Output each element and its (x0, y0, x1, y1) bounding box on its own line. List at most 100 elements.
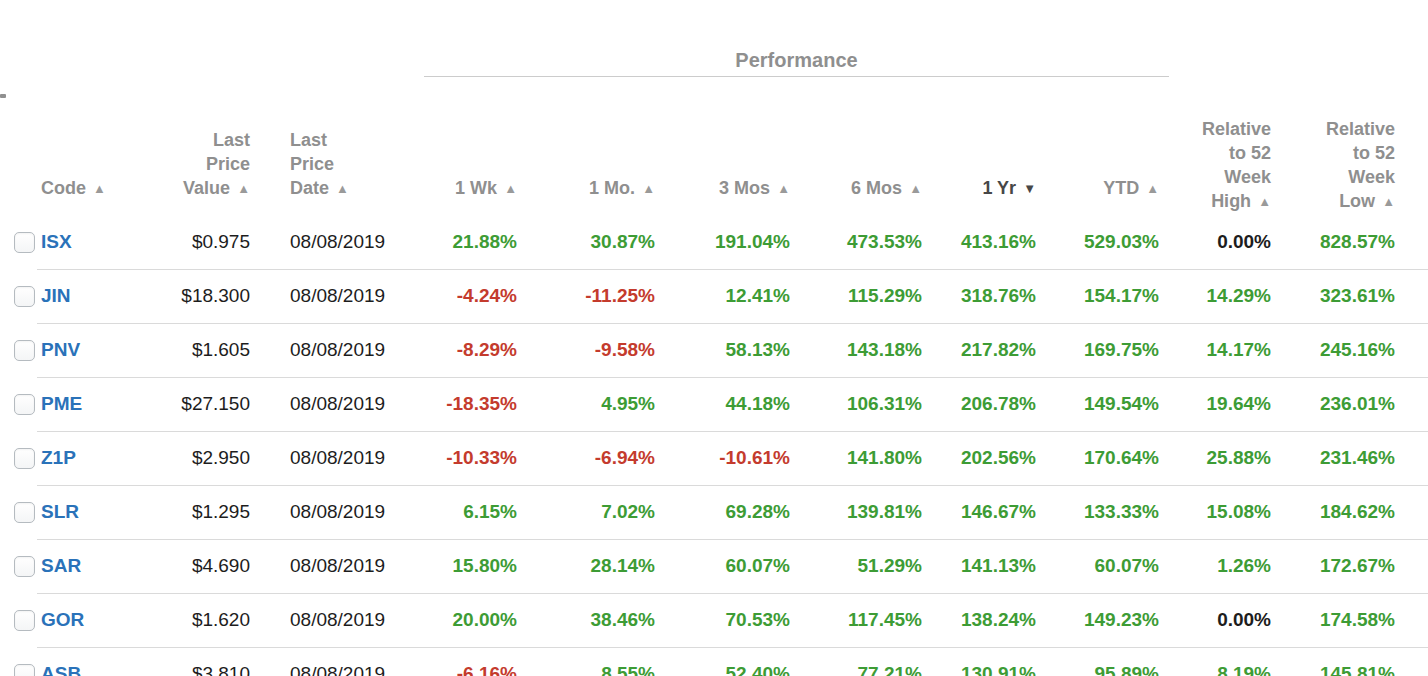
pct-cell-mos6: 115.29% (794, 269, 926, 323)
table-row: SAR$4.69008/08/201915.80%28.14%60.07%51.… (0, 539, 1428, 593)
column-header-label: Code (41, 178, 86, 198)
pct-cell-yr1: 217.82% (926, 323, 1044, 377)
pct-cell-mo1: 28.14% (521, 539, 659, 593)
column-header-1wk[interactable]: 1 Wk▲ (390, 104, 521, 215)
pct-cell-mos6: 117.45% (794, 593, 926, 647)
pct-cell-yr1: 141.13% (926, 539, 1044, 593)
column-header-last-price-date[interactable]: Last Price Date▲ (250, 104, 390, 215)
column-header-label: 1 Mo. (589, 178, 635, 198)
column-header-1yr[interactable]: 1 Yr▼ (926, 104, 1044, 215)
row-select-checkbox[interactable] (14, 502, 35, 523)
pct-cell-mo1: -11.25% (521, 269, 659, 323)
pct-cell-yr1: 202.56% (926, 431, 1044, 485)
pct-cell-mos3: 52.40% (659, 647, 794, 676)
last-price-value: $1.620 (108, 593, 250, 647)
table-row: SLR$1.29508/08/20196.15%7.02%69.28%139.8… (0, 485, 1428, 539)
column-header-6mos[interactable]: 6 Mos ▲ (794, 104, 926, 215)
pct-cell-mos3: 69.28% (659, 485, 794, 539)
column-header-52wk-high[interactable]: Relative to 52 Week High▲ (1169, 0, 1291, 215)
pct-cell-wk1: 6.15% (390, 485, 521, 539)
pct-cell-mos6: 143.18% (794, 323, 926, 377)
last-price-value: $2.950 (108, 431, 250, 485)
stock-code-link[interactable]: GOR (37, 593, 108, 647)
column-header-3mos[interactable]: 3 Mos▲ (659, 104, 794, 215)
row-checkbox-cell (0, 323, 37, 377)
stock-code-link[interactable]: PME (37, 377, 108, 431)
pct-cell-mos3: 191.04% (659, 215, 794, 269)
pct-cell-low52: 231.46% (1291, 431, 1428, 485)
pct-cell-ytd: 149.23% (1044, 593, 1169, 647)
pct-cell-ytd: 95.89% (1044, 647, 1169, 676)
pct-cell-low52: 236.01% (1291, 377, 1428, 431)
last-price-value: $1.295 (108, 485, 250, 539)
pct-cell-yr1: 413.16% (926, 215, 1044, 269)
sort-asc-icon: ▲ (909, 177, 922, 201)
row-select-checkbox[interactable] (14, 610, 35, 631)
table-row: ASB$3.81008/08/2019-6.16%8.55%52.40%77.2… (0, 647, 1428, 676)
pct-cell-yr1: 318.76% (926, 269, 1044, 323)
row-checkbox-cell (0, 539, 37, 593)
row-checkbox-cell (0, 593, 37, 647)
last-price-date: 08/08/2019 (250, 485, 390, 539)
pct-cell-ytd: 154.17% (1044, 269, 1169, 323)
performance-group-header: Performance (424, 24, 1169, 77)
last-price-date: 08/08/2019 (250, 431, 390, 485)
pct-cell-wk1: -18.35% (390, 377, 521, 431)
stock-code-link[interactable]: Z1P (37, 431, 108, 485)
row-checkbox-cell (0, 215, 37, 269)
pct-cell-low52: 828.57% (1291, 215, 1428, 269)
pct-cell-yr1: 130.91% (926, 647, 1044, 676)
pct-cell-mos3: 60.07% (659, 539, 794, 593)
row-select-checkbox[interactable] (14, 340, 35, 361)
pct-cell-mo1: 30.87% (521, 215, 659, 269)
last-price-value: $3.810 (108, 647, 250, 676)
table-row: PME$27.15008/08/2019-18.35%4.95%44.18%10… (0, 377, 1428, 431)
pct-cell-wk1: 21.88% (390, 215, 521, 269)
stock-code-link[interactable]: SLR (37, 485, 108, 539)
performance-group-cell: Performance (390, 0, 1169, 104)
column-header-label: 6 Mos (851, 178, 902, 198)
column-header-label: 1 Wk (455, 178, 497, 198)
pct-cell-mos3: 70.53% (659, 593, 794, 647)
pct-cell-mos3: 44.18% (659, 377, 794, 431)
stock-code-link[interactable]: JIN (37, 269, 108, 323)
pct-cell-wk1: -8.29% (390, 323, 521, 377)
sort-desc-icon: ▼ (1023, 177, 1036, 201)
pct-cell-mo1: 8.55% (521, 647, 659, 676)
row-checkbox-cell (0, 377, 37, 431)
last-price-date: 08/08/2019 (250, 377, 390, 431)
pct-cell-high52: 0.00% (1169, 215, 1291, 269)
stock-code-link[interactable]: ASB (37, 647, 108, 676)
pct-cell-low52: 245.16% (1291, 323, 1428, 377)
row-select-checkbox[interactable] (14, 286, 35, 307)
column-header-ytd[interactable]: YTD▲ (1044, 104, 1169, 215)
row-select-checkbox[interactable] (14, 394, 35, 415)
stock-code-link[interactable]: SAR (37, 539, 108, 593)
row-checkbox-cell (0, 647, 37, 676)
pct-cell-high52: 1.26% (1169, 539, 1291, 593)
row-select-checkbox[interactable] (14, 232, 35, 253)
pct-cell-mos6: 77.21% (794, 647, 926, 676)
column-header-last-price-value[interactable]: Last Price Value▲ (108, 104, 250, 215)
pct-cell-ytd: 169.75% (1044, 323, 1169, 377)
table-body: ISX$0.97508/08/201921.88%30.87%191.04%47… (0, 215, 1428, 676)
sort-asc-icon: ▲ (93, 177, 106, 201)
column-header-code[interactable]: Code ▲ (37, 104, 108, 215)
pct-cell-mos6: 106.31% (794, 377, 926, 431)
table-row: GOR$1.62008/08/201920.00%38.46%70.53%117… (0, 593, 1428, 647)
stock-code-link[interactable]: ISX (37, 215, 108, 269)
pct-cell-yr1: 138.24% (926, 593, 1044, 647)
performance-group-label: Performance (735, 49, 857, 71)
column-header-52wk-low[interactable]: Relative to 52 Week Low▲ (1291, 0, 1428, 215)
stock-performance-table: Performance Relative to 52 Week High▲ Re… (0, 0, 1428, 676)
stock-code-link[interactable]: PNV (37, 323, 108, 377)
row-select-checkbox[interactable] (14, 448, 35, 469)
pct-cell-mo1: -9.58% (521, 323, 659, 377)
row-select-checkbox[interactable] (14, 664, 35, 676)
column-header-1mo[interactable]: 1 Mo.▲ (521, 104, 659, 215)
pct-cell-ytd: 60.07% (1044, 539, 1169, 593)
sort-asc-icon: ▲ (1258, 190, 1271, 214)
row-select-checkbox[interactable] (14, 556, 35, 577)
pct-cell-low52: 323.61% (1291, 269, 1428, 323)
pct-cell-low52: 172.67% (1291, 539, 1428, 593)
